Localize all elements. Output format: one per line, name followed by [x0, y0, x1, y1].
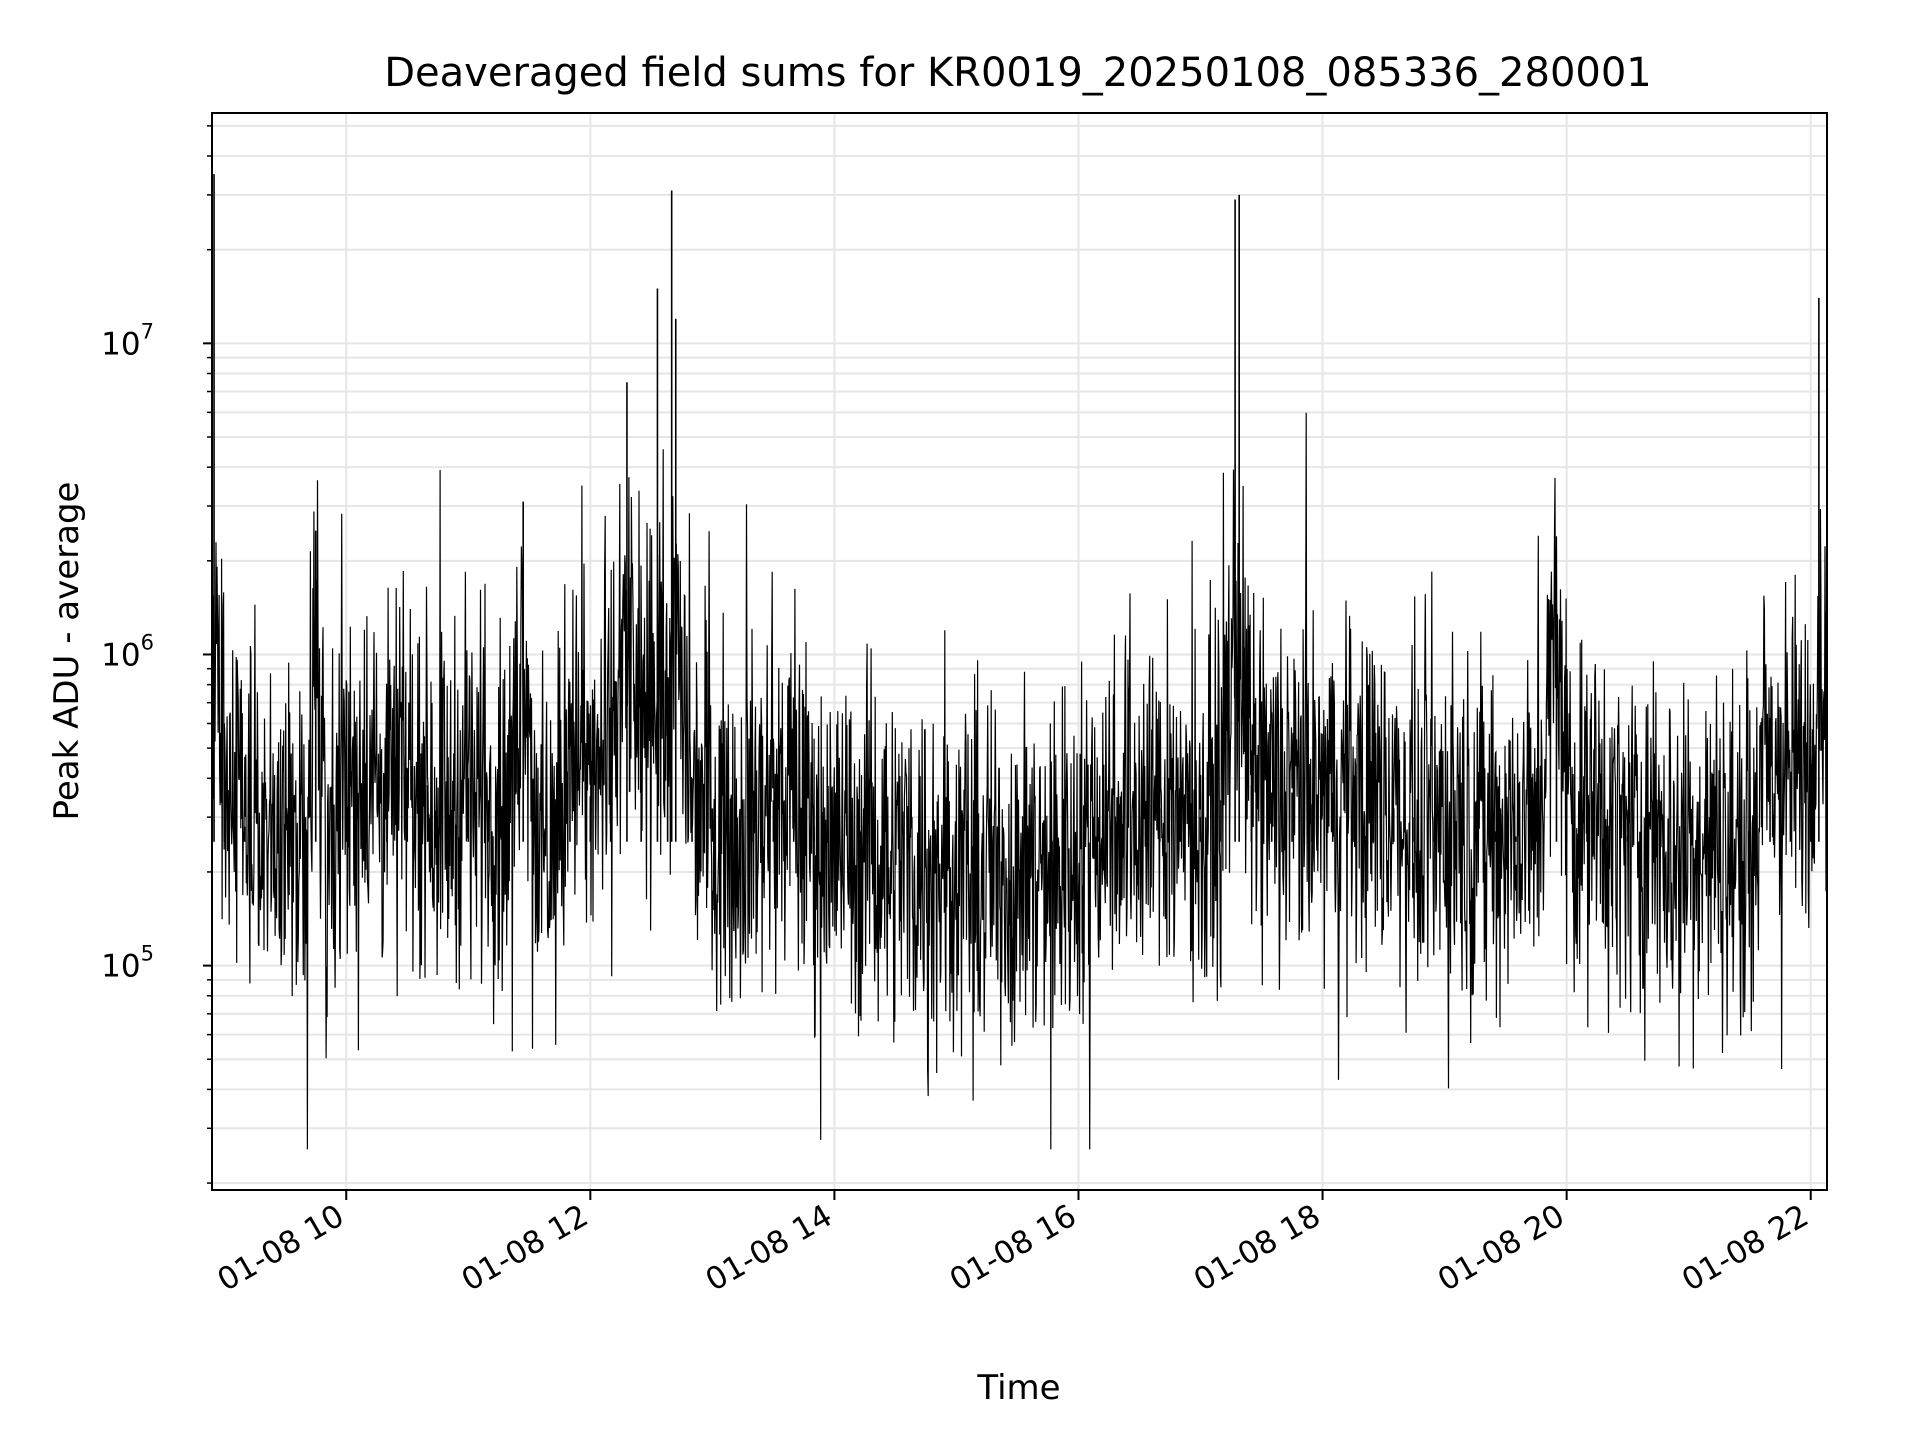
x-tick-label: 01-08 12 — [456, 1198, 595, 1299]
x-tick-label: 01-08 14 — [700, 1198, 839, 1299]
y-tick-label: 106 — [101, 630, 154, 673]
x-tick-label: 01-08 20 — [1432, 1198, 1571, 1299]
chart-title: Deaveraged field sums for KR0019_2025010… — [384, 50, 1652, 96]
series-line-noise — [212, 412, 1827, 1150]
x-tick-label: 01-08 16 — [944, 1198, 1083, 1299]
y-tick-label: 107 — [101, 319, 154, 362]
x-tick-label: 01-08 18 — [1188, 1198, 1327, 1299]
x-tick-label: 01-08 10 — [212, 1198, 351, 1299]
x-axis: 01-08 10 01-08 12 01-08 14 01-08 16 01-08 18… — [212, 1190, 1815, 1299]
x-tick-label: 01-08 22 — [1676, 1198, 1815, 1299]
plot-area — [211, 112, 1828, 1191]
y-tick-label: 105 — [101, 942, 154, 985]
y-axis-label: Peak ADU - average — [47, 482, 87, 821]
x-axis-label: Time — [976, 1368, 1060, 1408]
series-layer — [212, 174, 1827, 1150]
y-axis: 105 106 107 — [101, 125, 212, 1184]
